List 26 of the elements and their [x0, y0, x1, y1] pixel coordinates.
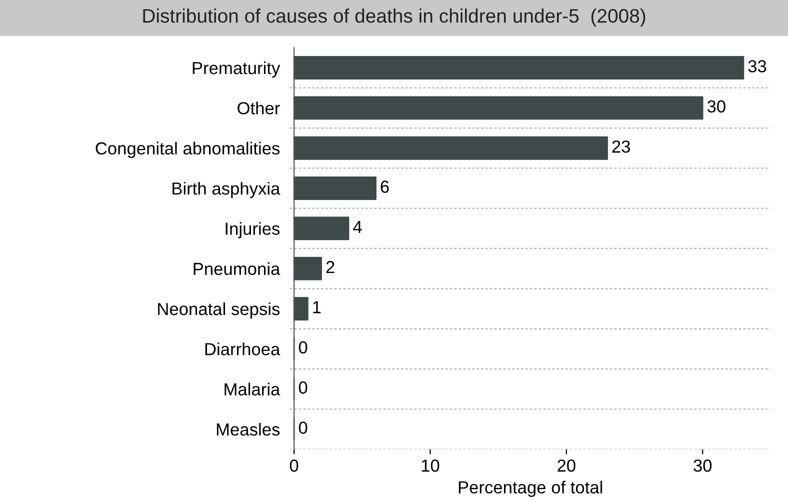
y-tick-label: Measles	[216, 422, 280, 436]
y-tick-label: Congenital abnomalities	[96, 142, 280, 158]
data-label: 4	[353, 220, 362, 233]
chart-title: Distribution of causes of deaths in children under-5 (2008)	[143, 8, 646, 27]
y-tick-label: Malaria	[224, 382, 280, 396]
y-tick-label: Injuries	[226, 222, 280, 238]
x-tick-label: 10	[422, 459, 440, 472]
data-label: 6	[380, 180, 389, 193]
y-tick-label: Birth asphyxia	[172, 182, 280, 198]
y-tick-label: Diarrhoea	[205, 342, 280, 356]
y-tick-label: Neonatal sepsis	[158, 302, 280, 319]
data-label: 0	[298, 381, 308, 394]
data-label: 0	[298, 422, 308, 434]
data-label: 23	[612, 140, 630, 153]
data-label: 1	[313, 301, 321, 314]
y-tick-label: Other	[238, 102, 280, 114]
x-tick-label: 0	[290, 459, 298, 472]
data-label: 30	[707, 100, 726, 113]
data-label: 33	[748, 60, 766, 72]
x-axis-title: Percentage of total	[458, 480, 602, 497]
x-tick-label: 30	[694, 459, 712, 472]
data-label: 2	[326, 260, 334, 274]
y-tick-label: Prematurity	[192, 61, 280, 78]
y-tick-label: Pneumonia	[194, 262, 280, 276]
x-tick-label: 20	[558, 459, 576, 472]
data-label: 0	[298, 341, 308, 354]
